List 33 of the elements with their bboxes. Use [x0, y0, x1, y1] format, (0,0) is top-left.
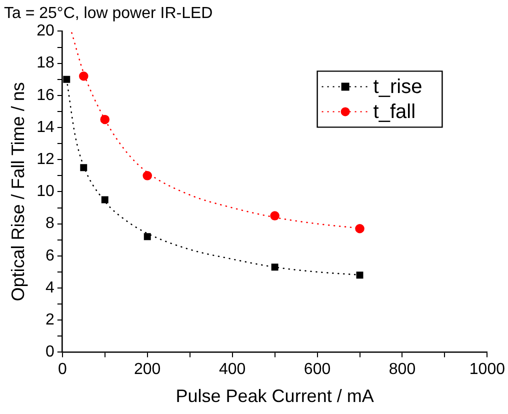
point — [63, 76, 70, 83]
y-tick-label: 12 — [36, 151, 54, 168]
y-tick-label: 8 — [45, 215, 54, 232]
x-tick-label: 1000 — [469, 361, 506, 378]
y-tick-label: 6 — [45, 247, 54, 264]
y-tick-label: 20 — [36, 22, 54, 40]
point — [144, 233, 151, 240]
y-tick-label: 0 — [45, 344, 54, 361]
point — [356, 272, 364, 279]
x-tick-label: 400 — [218, 361, 246, 378]
y-tick-label: 10 — [36, 183, 54, 200]
legend-label: t_fall — [373, 101, 416, 124]
y-tick-label: 14 — [36, 118, 54, 136]
y-tick-label: 18 — [36, 54, 54, 72]
y-tick-label: 16 — [36, 86, 54, 104]
y-tick-label: 4 — [45, 279, 54, 296]
legend-label: t_rise — [373, 76, 422, 98]
x-axis-title: Pulse Peak Current / mA — [176, 386, 374, 406]
y-axis-title: Optical Rise / Fall Time / ns — [8, 82, 28, 302]
point — [78, 71, 88, 81]
point — [271, 264, 278, 271]
x-tick-label: 200 — [134, 361, 161, 378]
point — [142, 171, 152, 180]
chart-title: Ta = 25°C, low power IR-LED — [4, 5, 213, 22]
point — [270, 211, 280, 220]
point — [355, 224, 364, 234]
point — [80, 164, 88, 172]
point — [100, 114, 110, 124]
y-tick-label: 2 — [45, 312, 54, 329]
x-tick-label: 600 — [304, 361, 331, 378]
point — [101, 196, 108, 204]
x-tick-label: 800 — [388, 361, 416, 378]
x-tick-label: 0 — [58, 361, 67, 378]
